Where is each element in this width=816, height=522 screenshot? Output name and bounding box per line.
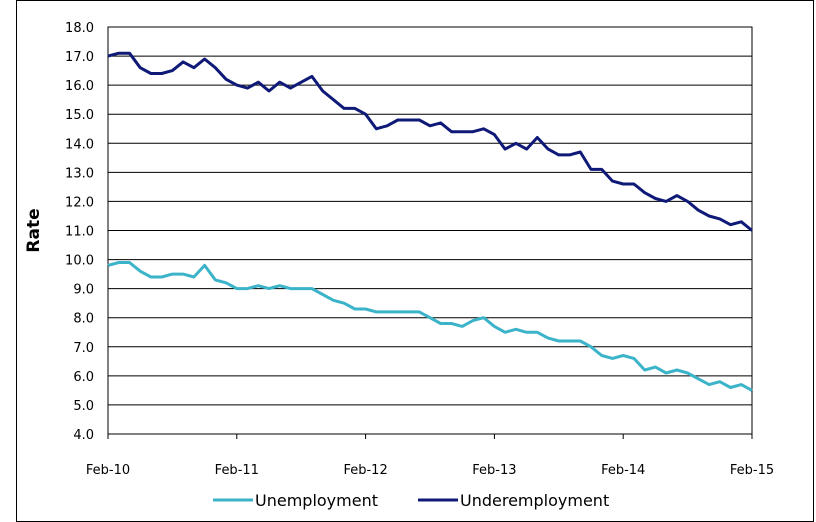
x-axis-ticks: Feb-10 Feb-11 Feb-12 Feb-13 Feb-14 Feb-15 bbox=[86, 434, 774, 478]
x-tick-label: Feb-10 bbox=[86, 463, 130, 478]
x-tick-label: Feb-15 bbox=[730, 463, 774, 478]
x-tick-label: Feb-12 bbox=[343, 463, 387, 478]
y-axis-ticks: 4.0 5.0 6.0 7.0 8.0 9.0 10.0 11.0 12.0 13.0 14.0 15… bbox=[65, 21, 94, 443]
series-line-unemployment bbox=[107, 261, 753, 392]
legend-label-underemployment: Underemployment bbox=[460, 491, 609, 510]
x-tick-label: Feb-11 bbox=[215, 463, 259, 478]
series-line-underemployment bbox=[107, 51, 753, 232]
y-tick-label: 9.0 bbox=[73, 283, 94, 298]
y-tick-label: 4.0 bbox=[73, 428, 94, 443]
y-tick-label: 6.0 bbox=[73, 370, 94, 385]
y-tick-label: 7.0 bbox=[73, 341, 94, 356]
y-tick-label: 18.0 bbox=[65, 21, 94, 36]
y-tick-label: 12.0 bbox=[65, 195, 94, 210]
y-tick-label: 17.0 bbox=[65, 50, 94, 65]
y-tick-label: 15.0 bbox=[65, 108, 94, 123]
y-tick-label: 8.0 bbox=[73, 312, 94, 327]
y-tick-label: 11.0 bbox=[65, 225, 94, 240]
series-lines bbox=[107, 51, 753, 392]
y-tick-label: 14.0 bbox=[65, 137, 94, 152]
x-tick-label: Feb-14 bbox=[601, 463, 645, 478]
legend: Unemployment Underemployment bbox=[213, 491, 609, 510]
x-tick-label: Feb-13 bbox=[472, 463, 516, 478]
y-tick-label: 10.0 bbox=[65, 254, 94, 269]
y-tick-label: 13.0 bbox=[65, 166, 94, 181]
y-tick-label: 5.0 bbox=[73, 399, 94, 414]
legend-label-unemployment: Unemployment bbox=[255, 491, 378, 510]
gridlines bbox=[108, 26, 752, 435]
y-tick-label: 16.0 bbox=[65, 79, 94, 94]
y-axis-label: Rate bbox=[24, 208, 44, 252]
